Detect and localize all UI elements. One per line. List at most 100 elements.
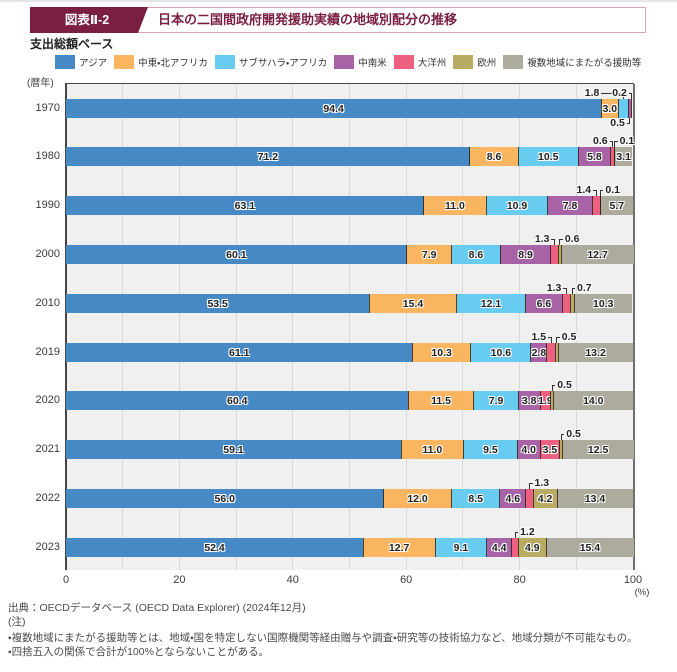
bar-segment — [553, 391, 633, 411]
callout-line — [599, 190, 601, 197]
bar-value-label: 10.6 — [490, 346, 512, 359]
legend-label: 大洋州 — [417, 58, 447, 69]
bar-value-label: 4.4 — [491, 541, 507, 554]
segment-divider — [546, 342, 548, 362]
callout-label: 0.5 — [610, 116, 625, 129]
segment-divider — [511, 537, 513, 557]
x-tick-label: 40 — [286, 574, 299, 586]
bar-value-label: 9.5 — [483, 444, 498, 457]
segment-divider — [517, 147, 519, 167]
bar-segment — [435, 537, 487, 557]
bar-segment — [525, 488, 534, 508]
segment-divider — [406, 244, 408, 264]
segment-divider — [545, 537, 547, 557]
bar-segment — [383, 488, 452, 508]
year-axis-unit-label: (暦年) — [27, 78, 54, 89]
year-label: 2023 — [35, 540, 60, 553]
bar-segment — [511, 537, 519, 557]
callout-line — [560, 434, 562, 441]
segment-divider — [550, 244, 552, 264]
gridline — [462, 84, 464, 570]
callout-label: 1.5 — [531, 330, 547, 343]
year-label: 1980 — [35, 150, 60, 163]
callout-label: 0.5 — [566, 428, 581, 441]
bar-segment — [500, 244, 551, 264]
bar-segment — [363, 537, 436, 557]
callout-line — [556, 336, 558, 343]
bar-value-label: 59.1 — [223, 444, 244, 457]
note-line: ・複数地域にまたがる援助等とは、地域・国を特定しない国際機関等経由贈与や調査・研… — [8, 632, 638, 644]
figure-label-box: 図表Ⅱ-2 — [30, 7, 148, 33]
callout-line — [593, 190, 597, 192]
segment-divider — [550, 391, 552, 411]
bar-value-label: 5.8 — [587, 151, 602, 164]
bar-segment — [600, 196, 633, 216]
callout-label: 1.3 — [534, 476, 550, 489]
callout-label: 1.2 — [520, 525, 535, 538]
basis-subtitle: 支出総額ベース — [30, 37, 114, 51]
segment-divider — [517, 537, 519, 557]
bar-value-label: 7.9 — [488, 395, 504, 408]
callout-label: 1.4 — [576, 184, 592, 197]
bar-value-label: 60.4 — [227, 395, 248, 408]
segment-divider — [362, 537, 364, 557]
bar-segment — [570, 293, 575, 313]
bar-value-label: 7.8 — [562, 200, 578, 213]
bar-value-label: 56.0 — [214, 492, 235, 505]
bar-segment — [547, 196, 593, 216]
legend: アジア 中東・北アフリカ サブサハラ・アフリカ 中南米 大洋州 欧州 複数地域にまたがる援助… — [55, 55, 641, 69]
gridline — [349, 84, 350, 570]
bar-value-label: 15.4 — [402, 297, 424, 310]
segment-divider — [411, 342, 413, 362]
bar-segment — [369, 293, 457, 313]
bar-value-label: 4.2 — [537, 492, 553, 505]
segment-divider — [627, 98, 629, 118]
bar-segment — [559, 440, 563, 460]
segment-divider — [423, 196, 425, 216]
callout-line — [556, 336, 560, 338]
bar-value-label: 13.2 — [585, 346, 606, 359]
callout-line — [559, 238, 563, 240]
segment-divider — [451, 244, 453, 264]
callout-line — [529, 482, 531, 489]
segment-divider — [554, 342, 556, 362]
segment-divider — [539, 440, 541, 460]
callout-line — [551, 238, 555, 240]
callout-label: 0.6 — [564, 232, 580, 245]
note-line: ・四捨五入の関係で合計が100%とならないことがある。 — [8, 646, 270, 658]
bar-segment — [558, 342, 633, 362]
legend-swatch — [453, 55, 474, 69]
segment-divider — [516, 440, 518, 460]
segment-divider — [557, 342, 559, 362]
bar-segment — [406, 244, 452, 264]
segment-divider — [456, 293, 458, 313]
bar-segment — [574, 293, 633, 313]
bar-value-label: 6.6 — [536, 297, 552, 310]
legend-item: 欧州 — [453, 55, 496, 69]
segment-divider — [499, 488, 501, 508]
bar-segment — [562, 293, 571, 313]
callout-label: 0.6 — [592, 135, 608, 148]
x-tick-label: 80 — [513, 574, 526, 586]
bar-segment — [557, 488, 633, 508]
legend-item: サブサハラ・アフリカ — [214, 55, 328, 69]
segment-divider — [383, 488, 385, 508]
bar-value-label: 11.0 — [445, 200, 465, 213]
segment-divider — [610, 147, 612, 167]
bar-value-label: 12.0 — [407, 492, 428, 505]
bar-segment — [463, 440, 518, 460]
bar-value-label: 3.8 — [521, 395, 537, 408]
callout-label: 0.2 — [612, 86, 627, 99]
bar-segment — [546, 342, 556, 362]
legend-label: サブサハラ・アフリカ — [238, 58, 328, 69]
bar-segment — [533, 488, 558, 508]
bar-value-label: 12.7 — [587, 248, 608, 261]
legend-item: 複数地域にまたがる援助等 — [503, 55, 641, 69]
callout-label: 0.5 — [561, 330, 577, 343]
bar-segment — [66, 147, 470, 167]
bar-segment — [66, 293, 370, 313]
callout-line — [614, 141, 618, 143]
bar-value-label: 63.1 — [234, 200, 256, 213]
